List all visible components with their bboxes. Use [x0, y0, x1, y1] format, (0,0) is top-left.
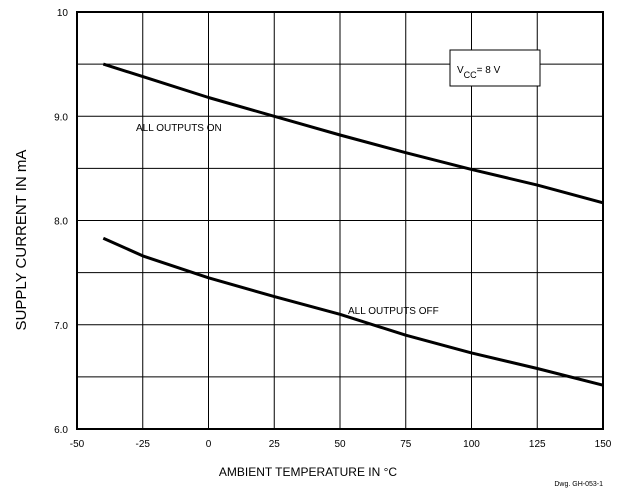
x-axis-label: AMBIENT TEMPERATURE IN °C: [219, 465, 397, 479]
condition-text: VCC= 8 V: [457, 65, 501, 80]
x-tick-label: 125: [529, 439, 546, 450]
x-tick-label: 100: [463, 439, 480, 450]
series-layer: [102, 62, 604, 387]
x-tick-label: 25: [269, 439, 281, 450]
condition-box-frame: [449, 49, 541, 87]
series-line-all-outputs-off: [102, 236, 604, 387]
y-tick-label: 9.0: [54, 112, 68, 123]
condition-v: V: [457, 65, 464, 76]
condition-subscript: CC: [464, 70, 477, 80]
tick-labels: -50 -25 0 25 50 75 100 125 150 6.0 7.0 8.0 9.0 10: [54, 8, 612, 450]
x-tick-label: 0: [206, 439, 212, 450]
series-label-all-outputs-on: ALL OUTPUTS ON: [136, 123, 222, 134]
y-tick-label: 6.0: [54, 425, 68, 436]
y-tick-label: 7.0: [54, 321, 68, 332]
plot-frame: [76, 11, 604, 430]
condition-box: VCC= 8 V: [449, 49, 541, 87]
x-tick-label: -50: [70, 439, 85, 450]
x-tick-label: -25: [136, 439, 151, 450]
x-tick-label: 150: [595, 439, 612, 450]
condition-value: = 8 V: [477, 65, 501, 76]
y-axis-label: SUPPLY CURRENT IN mA: [13, 150, 30, 331]
series-label-all-outputs-off: ALL OUTPUTS OFF: [348, 306, 439, 317]
y-tick-label: 10: [57, 8, 69, 19]
y-tick-label: 8.0: [54, 217, 68, 228]
x-tick-label: 75: [400, 439, 412, 450]
x-tick-label: 50: [334, 439, 346, 450]
series-line-all-outputs-on: [102, 62, 604, 205]
drawing-number: Dwg. GH-053-1: [554, 481, 603, 488]
